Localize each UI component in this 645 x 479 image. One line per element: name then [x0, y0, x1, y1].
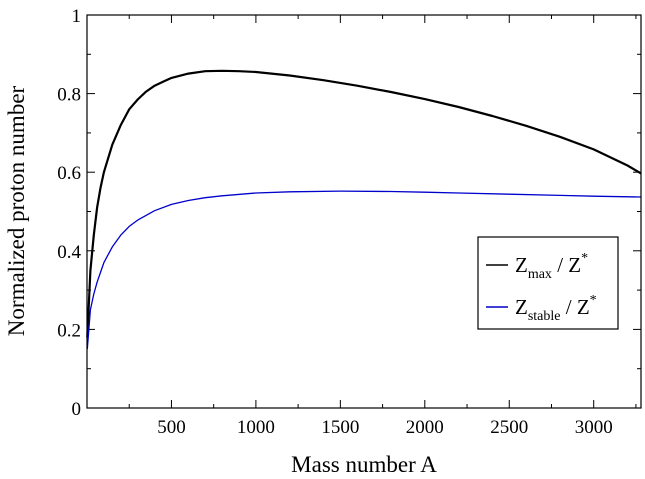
x-tick-label: 1000	[237, 417, 275, 438]
y-tick-label: 0.6	[57, 163, 81, 184]
legend-label-stable-main: Z	[515, 295, 528, 319]
x-tick-label: 500	[157, 417, 186, 438]
legend-label-stable-sup: *	[590, 293, 597, 308]
x-tick-label: 3000	[575, 417, 613, 438]
y-axis-title: Normalized proton number	[4, 85, 29, 336]
legend-label-max: Zmax / Z*	[515, 251, 588, 282]
y-tick-label: 0	[72, 399, 82, 420]
plot-frame	[86, 14, 642, 409]
x-axis-title: Mass number A	[291, 452, 437, 477]
legend-label-max-main: Z	[515, 253, 528, 277]
x-tick-label: 2500	[490, 417, 528, 438]
x-tick-label: 1500	[321, 417, 359, 438]
y-tick-label: 0.4	[57, 242, 81, 263]
series-line-max	[86, 69, 642, 338]
x-tick-label: 2000	[406, 417, 444, 438]
series-line-stable	[86, 190, 642, 350]
legend-label-max-rest: / Z	[552, 253, 581, 277]
legend-box	[477, 236, 619, 330]
legend-label-stable-sub: stable	[528, 309, 561, 324]
y-tick-label: 1	[72, 6, 82, 27]
labels-layer: 500 1000 1500 2000 2500 3000 0 0.2 0.4 0.6 0.8 1	[57, 6, 612, 438]
legend: Zmax / Z* Zstable / Z*	[477, 236, 619, 330]
legend-label-stable: Zstable / Z*	[515, 293, 597, 324]
series-layer	[86, 69, 642, 350]
legend-label-stable-rest: / Z	[560, 295, 589, 319]
y-tick-label: 0.8	[57, 85, 81, 106]
legend-label-max-sub: max	[528, 267, 552, 282]
y-tick-label: 0.2	[57, 320, 81, 341]
legend-label-max-sup: *	[581, 251, 588, 266]
